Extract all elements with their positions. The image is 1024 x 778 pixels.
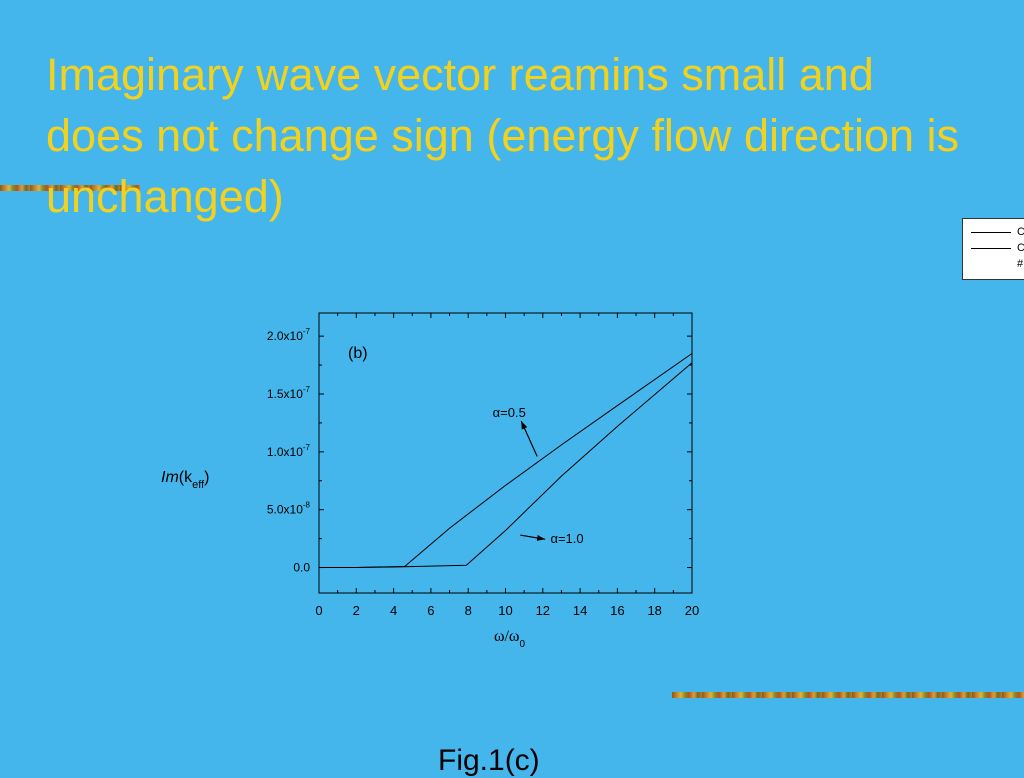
x-axis-label: ω/ω0 <box>494 628 526 650</box>
figure-caption: Fig.1(c) <box>438 744 540 777</box>
decorative-stripe-left <box>0 185 140 191</box>
legend-row: C <box>971 225 1024 239</box>
x-tick-label: 10 <box>498 603 512 618</box>
legend-label: # <box>1017 258 1024 270</box>
y-tick-label: 0.0 <box>293 561 310 575</box>
x-tick-label: 2 <box>353 603 360 618</box>
legend-line <box>971 247 1011 249</box>
x-tick-label: 12 <box>536 603 550 618</box>
legend-label: C <box>1017 242 1024 254</box>
legend-line <box>971 231 1011 233</box>
x-tick-label: 0 <box>315 603 322 618</box>
panel-label: (b) <box>348 345 368 362</box>
x-tick-label: 18 <box>647 603 661 618</box>
x-tick-label: 16 <box>610 603 624 618</box>
x-tick-label: 4 <box>390 603 397 618</box>
series-line <box>319 362 693 569</box>
x-tick-label: 20 <box>685 603 699 618</box>
y-tick-label: 1.5x10-7 <box>267 385 311 401</box>
y-tick-label: 5.0x10-8 <box>267 501 311 517</box>
y-tick-label: 1.0x10-7 <box>267 443 311 459</box>
legend-box: C C # <box>962 218 1024 280</box>
y-tick-label: 2.0x10-7 <box>267 327 311 343</box>
decorative-stripe-right <box>672 692 1024 698</box>
slide-title: Imaginary wave vector reamins small and … <box>46 49 960 222</box>
series-annotation-label: α=0.5 <box>493 405 526 420</box>
annotation-arrowhead <box>520 534 546 541</box>
legend-row: C <box>971 241 1024 255</box>
x-tick-label: 8 <box>465 603 472 618</box>
plot-frame <box>318 312 693 594</box>
x-tick-label: 6 <box>427 603 434 618</box>
x-tick-label: 14 <box>573 603 587 618</box>
series-annotation-label: α=1.0 <box>550 531 583 546</box>
legend-label: C <box>1017 226 1024 238</box>
y-axis-label: Im(keff) <box>161 469 209 491</box>
legend-row: # <box>971 257 1023 271</box>
series-line <box>319 353 693 569</box>
annotation-arrowhead <box>520 420 538 457</box>
